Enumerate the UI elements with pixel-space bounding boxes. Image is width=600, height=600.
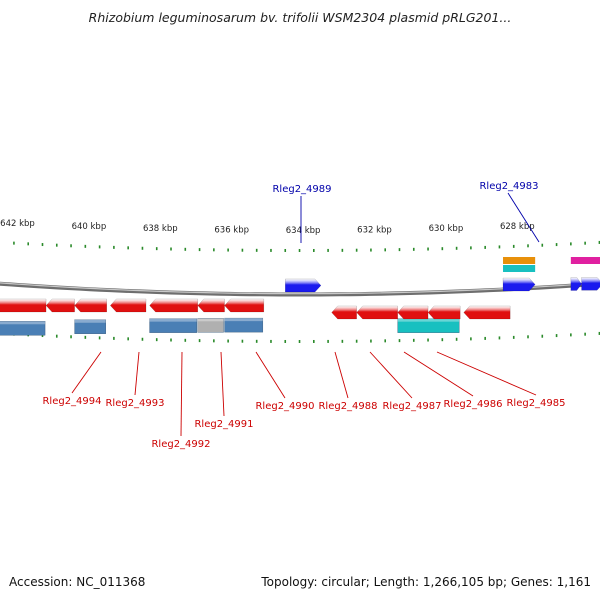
reverse-gene-arrow[interactable] xyxy=(427,305,461,320)
reverse-gene-arrow[interactable] xyxy=(224,298,265,313)
gene-label[interactable]: Rleg2_4989 xyxy=(272,184,331,195)
gene-label[interactable]: Rleg2_4991 xyxy=(194,419,253,430)
forward-gene-arrow[interactable] xyxy=(285,278,322,293)
gene-label[interactable]: Rleg2_4983 xyxy=(479,181,538,192)
gene-label[interactable]: Rleg2_4992 xyxy=(151,439,210,450)
scale-label: 638 kbp xyxy=(143,224,178,234)
feature-track xyxy=(0,257,600,336)
reverse-gene-arrow[interactable] xyxy=(463,305,511,320)
gene-leader-line xyxy=(507,192,540,243)
feature-box-highlight xyxy=(0,321,46,325)
gene-label[interactable]: Rleg2_4993 xyxy=(105,398,164,409)
scale-label: 642 kbp xyxy=(0,219,35,229)
gene-labels: Rleg2_4994 Rleg2_4993 Rleg2_4992 Rleg2_4991… xyxy=(42,181,565,450)
feature-box[interactable] xyxy=(397,318,460,333)
gene-leader-line xyxy=(334,351,349,399)
feature-box[interactable] xyxy=(224,317,264,333)
gene-leader-line xyxy=(220,351,225,417)
scale-label: 640 kbp xyxy=(72,222,107,232)
scale-label: 632 kbp xyxy=(357,226,392,236)
gene-leader-line xyxy=(403,351,474,397)
scale-label: 634 kbp xyxy=(286,226,321,236)
reverse-gene-arrow[interactable] xyxy=(197,298,225,313)
reverse-gene-arrow[interactable] xyxy=(397,305,429,320)
page-title: Rhizobium leguminosarum bv. trifolii WSM… xyxy=(88,10,512,25)
gene-label[interactable]: Rleg2_4988 xyxy=(318,401,377,412)
scale-label: 636 kbp xyxy=(214,226,249,236)
feature-box[interactable] xyxy=(0,321,46,336)
feature-box-highlight xyxy=(397,318,460,322)
gene-leader-line xyxy=(71,351,102,394)
feature-box[interactable] xyxy=(197,318,224,333)
gene-track xyxy=(0,277,600,320)
footer-accession: Accession: NC_011368 xyxy=(9,575,146,589)
scale-label: 630 kbp xyxy=(429,224,464,234)
scale-ticks-top xyxy=(13,240,600,252)
feature-box[interactable] xyxy=(503,257,536,264)
feature-box[interactable] xyxy=(570,257,600,264)
feature-box[interactable] xyxy=(503,265,536,272)
forward-gene-arrow[interactable] xyxy=(581,277,600,291)
gene-label[interactable]: Rleg2_4986 xyxy=(443,399,502,410)
scale-label: 628 kbp xyxy=(500,222,535,232)
feature-box-highlight xyxy=(224,318,263,322)
reverse-gene-arrow[interactable] xyxy=(356,305,398,320)
reverse-gene-arrow[interactable] xyxy=(331,305,357,320)
gene-leader-line xyxy=(369,351,413,399)
gene-leader-line xyxy=(180,351,183,437)
feature-box[interactable] xyxy=(74,319,106,334)
gene-label[interactable]: Rleg2_4987 xyxy=(382,401,441,412)
reverse-gene-arrow[interactable] xyxy=(149,298,199,313)
feature-box-highlight xyxy=(197,318,224,322)
feature-box-highlight xyxy=(74,319,106,323)
reverse-gene-arrow[interactable] xyxy=(74,298,107,313)
forward-gene-arrow[interactable] xyxy=(502,277,536,292)
scale-labels: 642 kbp 640 kbp 638 kbp 636 kbp 634 kbp 632 k… xyxy=(0,219,534,236)
reverse-gene-arrow[interactable] xyxy=(109,298,147,313)
gene-label[interactable]: Rleg2_4990 xyxy=(255,401,314,412)
gene-leader-line xyxy=(134,351,140,396)
feature-box-highlight xyxy=(149,318,197,322)
gene-label[interactable]: Rleg2_4985 xyxy=(506,398,565,409)
gene-leader-line xyxy=(255,351,286,399)
footer-summary: Topology: circular; Length: 1,266,105 bp… xyxy=(261,575,591,589)
reverse-gene-arrow[interactable] xyxy=(45,298,75,313)
gene-label[interactable]: Rleg2_4994 xyxy=(42,396,101,407)
feature-box[interactable] xyxy=(149,318,197,333)
gene-leader-line xyxy=(436,351,537,396)
reverse-gene-arrow[interactable] xyxy=(0,298,47,313)
forward-gene-arrow[interactable] xyxy=(570,277,582,291)
